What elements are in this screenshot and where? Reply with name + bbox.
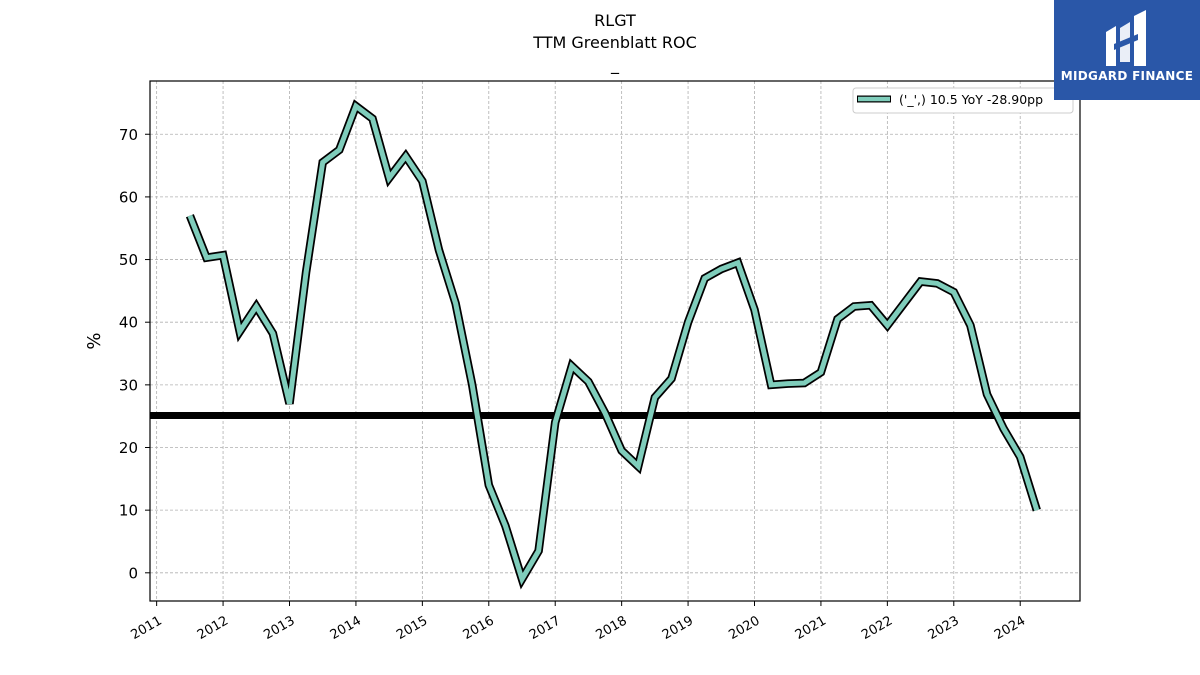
legend: ('_',) 10.5 YoY -28.90pp [852, 87, 1074, 114]
y-tick-label: 50 [119, 251, 138, 269]
y-tick-label: 30 [119, 376, 138, 394]
y-tick-label: 60 [119, 188, 138, 206]
chart-title-ticker: RLGT [594, 11, 636, 30]
y-tick-label: 70 [119, 126, 138, 144]
series-line [187, 102, 1040, 586]
chart-title-subtitle: _ [611, 55, 619, 74]
x-tick-label: 2015 [394, 613, 430, 643]
x-tick-label: 2023 [926, 613, 962, 643]
y-tick-label: 0 [128, 564, 138, 582]
x-tick-label: 2016 [461, 613, 497, 643]
axis-layer: 0 10 20 30 40 50 60 70 2011 2012 2013 2014 2015 2016 2… [119, 126, 1028, 643]
x-tick-label: 2013 [261, 613, 297, 643]
grid-layer [150, 81, 1080, 601]
y-tick-label: 40 [119, 314, 138, 332]
series-line-outline [185, 99, 1041, 590]
y-tick-label: 20 [119, 439, 138, 457]
logo-text: MIDGARD FINANCE [1060, 69, 1194, 83]
x-tick-label: 2017 [527, 613, 563, 643]
x-tick-label: 2022 [859, 613, 895, 643]
y-tick-label: 10 [119, 502, 138, 520]
x-tick-label: 2020 [726, 613, 762, 643]
x-tick-label: 2014 [328, 613, 364, 643]
x-tick-label: 2018 [593, 613, 629, 643]
x-tick-label: 2024 [992, 613, 1028, 643]
x-tick-label: 2011 [128, 613, 164, 643]
series-layer [185, 99, 1041, 590]
plot-frame [149, 80, 1081, 602]
y-axis-label: % [84, 332, 105, 349]
logo-mark-icon [1106, 10, 1146, 66]
x-tick-label: 2019 [660, 613, 696, 643]
legend-entry-label: ('_',) 10.5 YoY -28.90pp [899, 92, 1043, 107]
legend-box [852, 87, 1074, 114]
x-tick-label: 2021 [793, 613, 829, 643]
x-tick-label: 2012 [195, 613, 231, 643]
brand-logo: MIDGARD FINANCE [1054, 0, 1200, 100]
chart-title-metric: TTM Greenblatt ROC [533, 33, 697, 52]
